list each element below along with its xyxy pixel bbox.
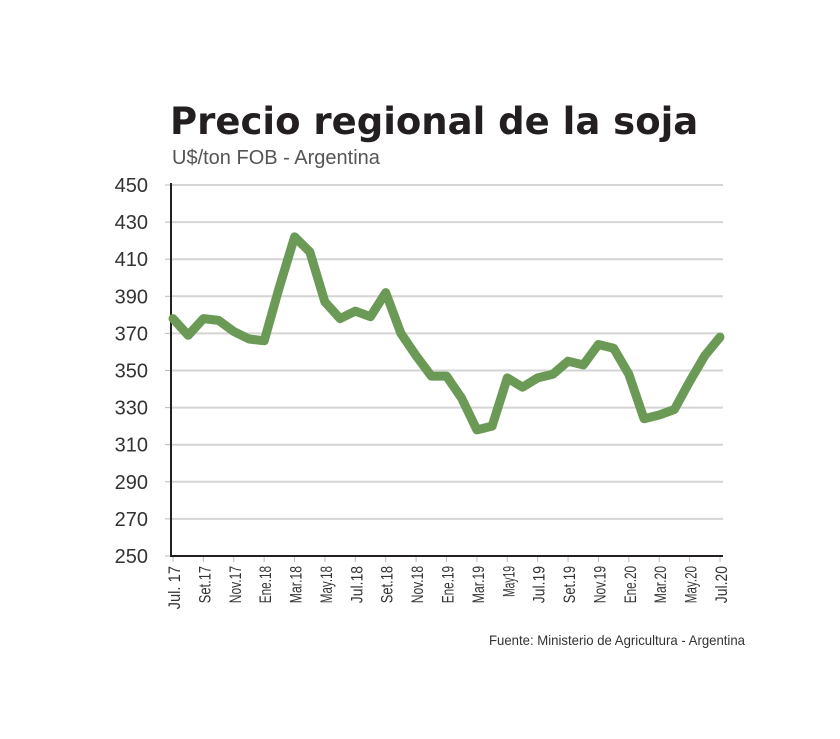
x-tick-label: May.18 <box>317 566 336 603</box>
gridlines <box>171 184 723 520</box>
x-tick-label: Nov.17 <box>226 566 245 603</box>
x-tick-label: Jul.18 <box>347 566 366 603</box>
x-tick-label: Set.17 <box>195 566 214 603</box>
y-axis-ticks: 450 430 410 390 370 350 330 310 290 270 250 <box>115 175 171 568</box>
series-group <box>168 232 725 435</box>
x-axis-ticks: Jul. 17 Set.17 Nov.17 Ene.18 Mar.18 May.18 Jul… <box>165 556 731 609</box>
y-tick-label: 450 <box>115 175 148 197</box>
x-tick-label: Set.18 <box>378 566 397 603</box>
chart-subtitle: U$/ton FOB - Argentina <box>172 147 381 169</box>
y-tick-label: 350 <box>115 361 148 383</box>
x-tick-label: Ene.19 <box>439 566 458 603</box>
y-tick-label: 290 <box>115 472 148 494</box>
x-tick-label: Nov.18 <box>408 566 427 603</box>
y-tick-label: 310 <box>115 435 148 457</box>
x-tick-label: Jul. 17 <box>165 566 184 609</box>
x-tick-label: Mar.19 <box>469 566 488 603</box>
y-tick-label: 410 <box>115 249 148 271</box>
chart-title: Precio regional de la soja <box>170 100 698 143</box>
x-tick-label: Mar.18 <box>287 566 306 603</box>
y-tick-label: 270 <box>115 509 148 531</box>
y-tick-label: 330 <box>115 398 148 420</box>
x-tick-label: Jul.19 <box>530 566 549 603</box>
y-tick-label: 430 <box>115 212 148 234</box>
x-tick-label: May19 <box>499 566 518 597</box>
y-tick-label: 370 <box>115 323 148 345</box>
x-tick-label: Ene.18 <box>256 566 275 603</box>
x-tick-label: May.20 <box>682 566 701 603</box>
x-tick-label: Mar.20 <box>651 566 670 603</box>
y-tick-label: 250 <box>115 546 148 568</box>
x-tick-label: Ene.20 <box>621 566 640 603</box>
x-tick-label: Jul.20 <box>712 566 731 603</box>
x-tick-label: Nov.19 <box>590 566 609 603</box>
y-tick-label: 390 <box>115 286 148 308</box>
source-note: Fuente: Ministerio de Agricultura - Arge… <box>489 632 745 648</box>
x-tick-label: Set.19 <box>560 566 579 603</box>
